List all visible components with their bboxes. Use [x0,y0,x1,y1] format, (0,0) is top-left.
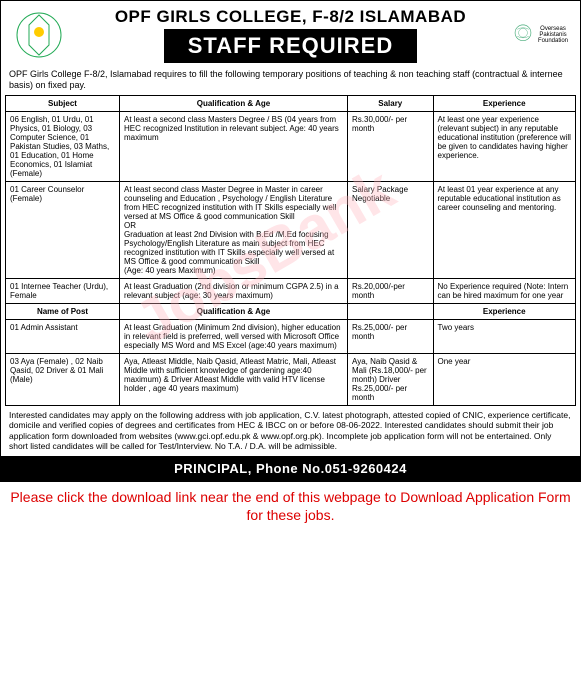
cell-exp: At least 01 year experience at any reput… [433,181,576,278]
intro-text: OPF Girls College F-8/2, Islamabad requi… [1,65,580,95]
cell-subject: 03 Aya (Female) , 02 Naib Qasid, 02 Driv… [6,353,120,405]
cell-qual: At least a second class Masters Degree /… [120,111,348,181]
crest-icon [14,10,64,60]
download-note: Please click the download link near the … [0,482,581,530]
th-post: Name of Post [6,303,120,319]
cell-exp: Two years [433,319,576,353]
table-row: 01 Internee Teacher (Urdu), Female At le… [6,278,576,303]
table-row: 01 Career Counselor (Female) At least se… [6,181,576,278]
cell-subject: 06 English, 01 Urdu, 01 Physics, 01 Biol… [6,111,120,181]
th-blank [348,303,434,319]
table-row: 03 Aya (Female) , 02 Naib Qasid, 02 Driv… [6,353,576,405]
job-ad-page: JobsBank OPF GIRLS COLLEGE, F-8/2 ISLAMA… [0,0,581,482]
cell-qual: At least Graduation (Minimum 2nd divisio… [120,319,348,353]
th-salary: Salary [348,95,434,111]
cell-exp: No Experience required (Note: Intern can… [433,278,576,303]
cell-exp: One year [433,353,576,405]
college-name: OPF GIRLS COLLEGE, F-8/2 ISLAMABAD [69,7,512,27]
table-header-row: Subject Qualification & Age Salary Exper… [6,95,576,111]
th-qualification: Qualification & Age [120,95,348,111]
cell-exp: At least one year experience (relevant s… [433,111,576,181]
positions-table-1: Subject Qualification & Age Salary Exper… [5,95,576,406]
cell-salary: Salary Package Negotiable [348,181,434,278]
right-logo: Overseas Pakistanis Foundation [512,5,572,65]
cell-qual: At least Graduation (2nd division or min… [120,278,348,303]
th-experience: Experience [433,95,576,111]
cell-salary: Rs.30,000/- per month [348,111,434,181]
cell-salary: Aya, Naib Qasid & Mali (Rs.18,000/- per … [348,353,434,405]
th-subject: Subject [6,95,120,111]
th-experience: Experience [433,303,576,319]
table-row: 01 Admin Assistant At least Graduation (… [6,319,576,353]
cell-subject: 01 Career Counselor (Female) [6,181,120,278]
cell-qual: At least second class Master Degree in M… [120,181,348,278]
cell-qual: Aya, Atleast Middle, Naib Qasid, Atleast… [120,353,348,405]
header: OPF GIRLS COLLEGE, F-8/2 ISLAMABAD STAFF… [1,1,580,65]
staff-required-banner: STAFF REQUIRED [164,29,417,63]
header-center: OPF GIRLS COLLEGE, F-8/2 ISLAMABAD STAFF… [69,7,512,63]
opf-logo-icon [512,10,534,60]
table-row: 06 English, 01 Urdu, 01 Physics, 01 Biol… [6,111,576,181]
cell-subject: 01 Admin Assistant [6,319,120,353]
opf-caption: Overseas Pakistanis Foundation [534,26,572,44]
principal-bar: PRINCIPAL, Phone No.051-9260424 [1,456,580,481]
th-qualification: Qualification & Age [120,303,348,319]
cell-salary: Rs.25,000/- per month [348,319,434,353]
cell-subject: 01 Internee Teacher (Urdu), Female [6,278,120,303]
footer-note: Interested candidates may apply on the f… [1,406,580,457]
table-header-row-2: Name of Post Qualification & Age Experie… [6,303,576,319]
cell-salary: Rs.20,000/-per month [348,278,434,303]
left-logo [9,5,69,65]
